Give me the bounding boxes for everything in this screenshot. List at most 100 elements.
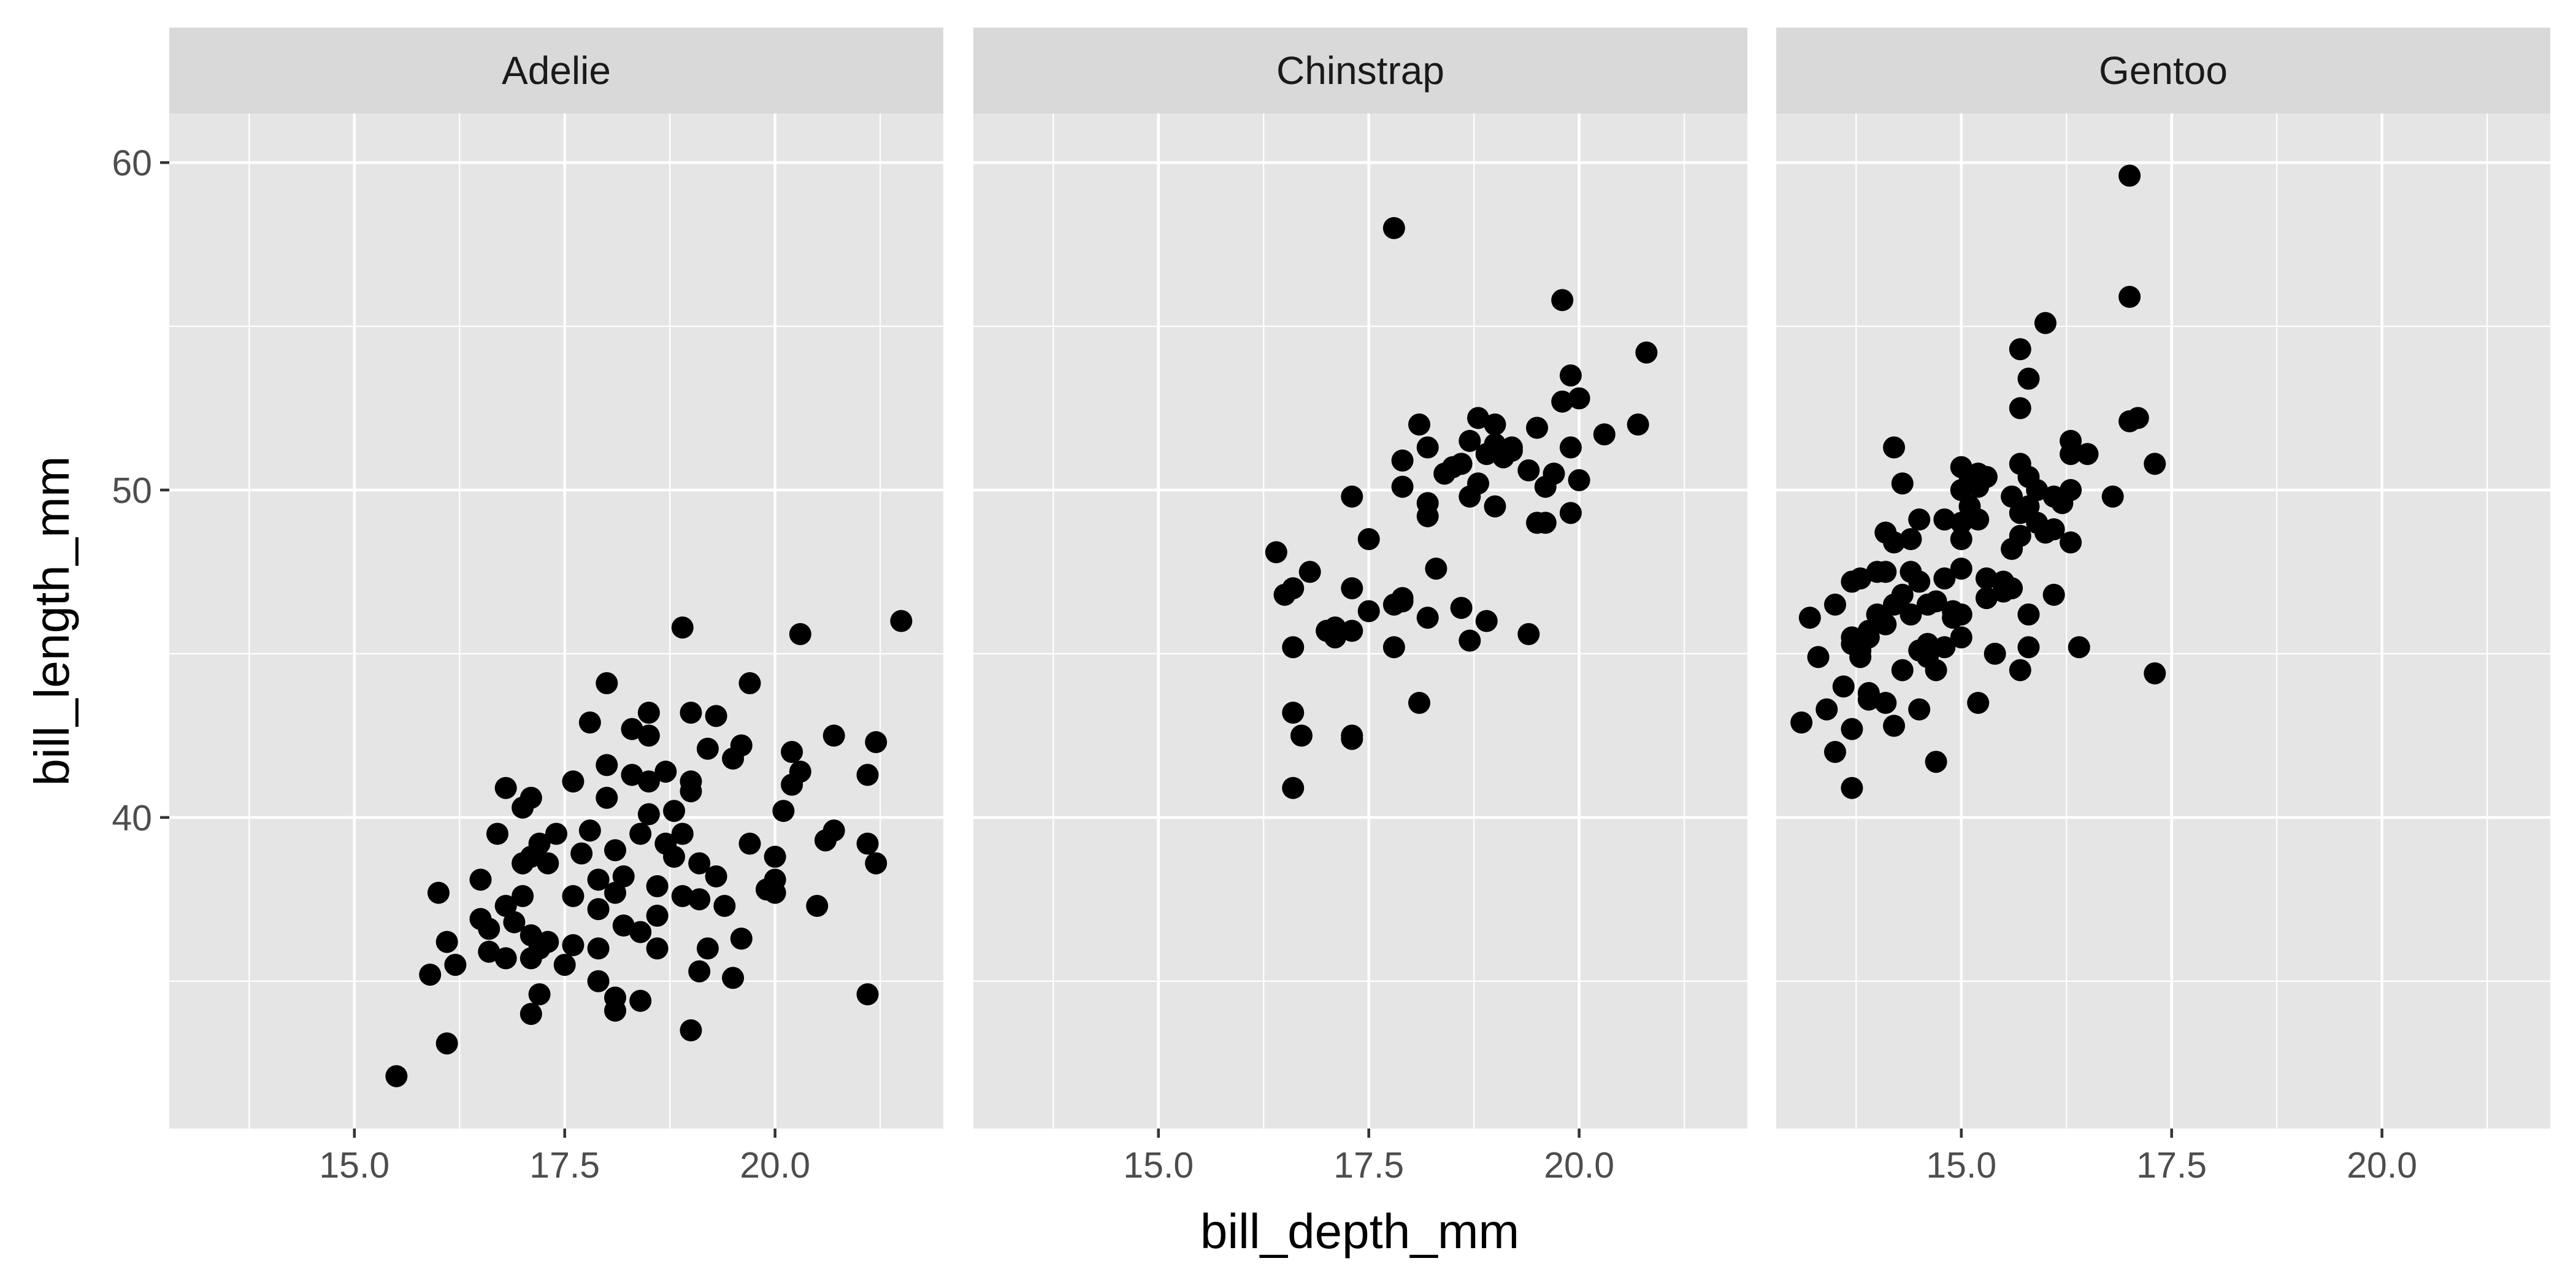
data-point bbox=[1500, 436, 1523, 459]
data-point bbox=[2009, 397, 2031, 420]
data-point bbox=[764, 881, 786, 904]
data-point bbox=[1883, 715, 1906, 737]
data-point bbox=[519, 1003, 542, 1025]
data-point bbox=[1824, 741, 1847, 764]
data-point bbox=[545, 822, 567, 845]
data-point bbox=[2068, 636, 2090, 659]
data-point bbox=[587, 898, 610, 921]
data-point bbox=[772, 800, 795, 822]
data-point bbox=[629, 921, 652, 943]
data-point bbox=[1382, 217, 1405, 239]
data-point bbox=[1459, 629, 1481, 652]
data-point bbox=[890, 610, 913, 632]
data-point bbox=[596, 672, 618, 694]
data-point bbox=[696, 737, 719, 760]
data-point bbox=[789, 623, 811, 645]
data-point bbox=[1975, 466, 1998, 488]
data-point bbox=[654, 761, 677, 783]
data-point bbox=[435, 930, 458, 953]
data-point bbox=[1382, 636, 1405, 659]
data-point bbox=[2009, 338, 2031, 361]
y-tick-label: 50 bbox=[112, 470, 152, 511]
data-point bbox=[486, 822, 508, 845]
data-point bbox=[1975, 587, 1998, 610]
data-point bbox=[1950, 512, 1972, 534]
data-point bbox=[688, 852, 711, 875]
data-point bbox=[1568, 387, 1590, 410]
data-point bbox=[764, 845, 786, 868]
data-point bbox=[587, 970, 610, 992]
data-point bbox=[1484, 413, 1506, 436]
data-point bbox=[1357, 600, 1380, 623]
data-point bbox=[1908, 508, 1931, 531]
data-point bbox=[503, 911, 526, 933]
facet-panel-gentoo: Gentoo 15.0 17.5 20.0 bbox=[1776, 28, 2550, 1186]
data-point bbox=[1450, 453, 1473, 475]
data-point bbox=[1950, 558, 1972, 580]
data-point bbox=[2042, 518, 2065, 541]
data-point bbox=[469, 868, 492, 891]
data-point bbox=[663, 845, 686, 868]
data-point bbox=[528, 983, 551, 1006]
data-point bbox=[621, 718, 643, 740]
data-point bbox=[688, 960, 711, 983]
data-point bbox=[1408, 413, 1431, 436]
data-point bbox=[2017, 367, 2040, 390]
x-tick-label: 17.5 bbox=[2136, 1145, 2207, 1186]
y-axis-title: bill_length_mm bbox=[25, 456, 79, 786]
data-point bbox=[1933, 636, 1956, 659]
data-point bbox=[865, 731, 887, 754]
data-point bbox=[1967, 691, 1990, 714]
data-point bbox=[1282, 577, 1305, 600]
data-point bbox=[705, 865, 727, 887]
data-point bbox=[478, 918, 500, 940]
data-point bbox=[562, 934, 585, 957]
data-point bbox=[1841, 718, 1863, 740]
data-point bbox=[1526, 416, 1549, 439]
data-point bbox=[1416, 436, 1439, 459]
data-point bbox=[1341, 485, 1363, 508]
y-tick-label: 60 bbox=[112, 143, 152, 183]
data-point bbox=[822, 724, 845, 747]
data-point bbox=[2060, 443, 2082, 466]
data-point bbox=[604, 881, 627, 904]
data-point bbox=[1950, 626, 1972, 649]
data-point bbox=[604, 999, 627, 1022]
data-point bbox=[730, 734, 753, 757]
data-point bbox=[856, 832, 879, 855]
data-point bbox=[1391, 475, 1414, 498]
data-point bbox=[553, 954, 576, 976]
data-point bbox=[1798, 607, 1821, 629]
data-point bbox=[705, 705, 727, 727]
data-point bbox=[671, 884, 694, 907]
data-point bbox=[1324, 626, 1346, 649]
data-point bbox=[578, 819, 601, 842]
data-point bbox=[1459, 429, 1481, 452]
data-point bbox=[1967, 508, 1990, 531]
data-point bbox=[570, 842, 593, 865]
data-point bbox=[646, 904, 669, 927]
data-point bbox=[427, 881, 450, 904]
data-point bbox=[637, 803, 660, 826]
data-point bbox=[738, 672, 761, 694]
data-point bbox=[2017, 603, 2040, 626]
data-point bbox=[435, 1032, 458, 1055]
data-point bbox=[1543, 462, 1565, 485]
data-point bbox=[1874, 613, 1897, 635]
data-point bbox=[494, 947, 517, 970]
data-point bbox=[671, 616, 694, 639]
x-tick-label: 17.5 bbox=[529, 1145, 600, 1186]
data-point bbox=[2001, 577, 2023, 600]
x-tick-label: 15.0 bbox=[1926, 1145, 1996, 1186]
facet-strip-label: Adelie bbox=[502, 48, 611, 93]
panel-background bbox=[973, 113, 1747, 1129]
data-point bbox=[1391, 587, 1414, 610]
data-point bbox=[2060, 531, 2082, 554]
data-point bbox=[1883, 531, 1906, 554]
data-point bbox=[856, 983, 879, 1006]
data-point bbox=[1899, 603, 1922, 626]
data-point bbox=[1635, 341, 1658, 364]
data-point bbox=[856, 764, 879, 786]
data-point bbox=[2026, 478, 2049, 501]
data-point bbox=[1891, 583, 1914, 606]
